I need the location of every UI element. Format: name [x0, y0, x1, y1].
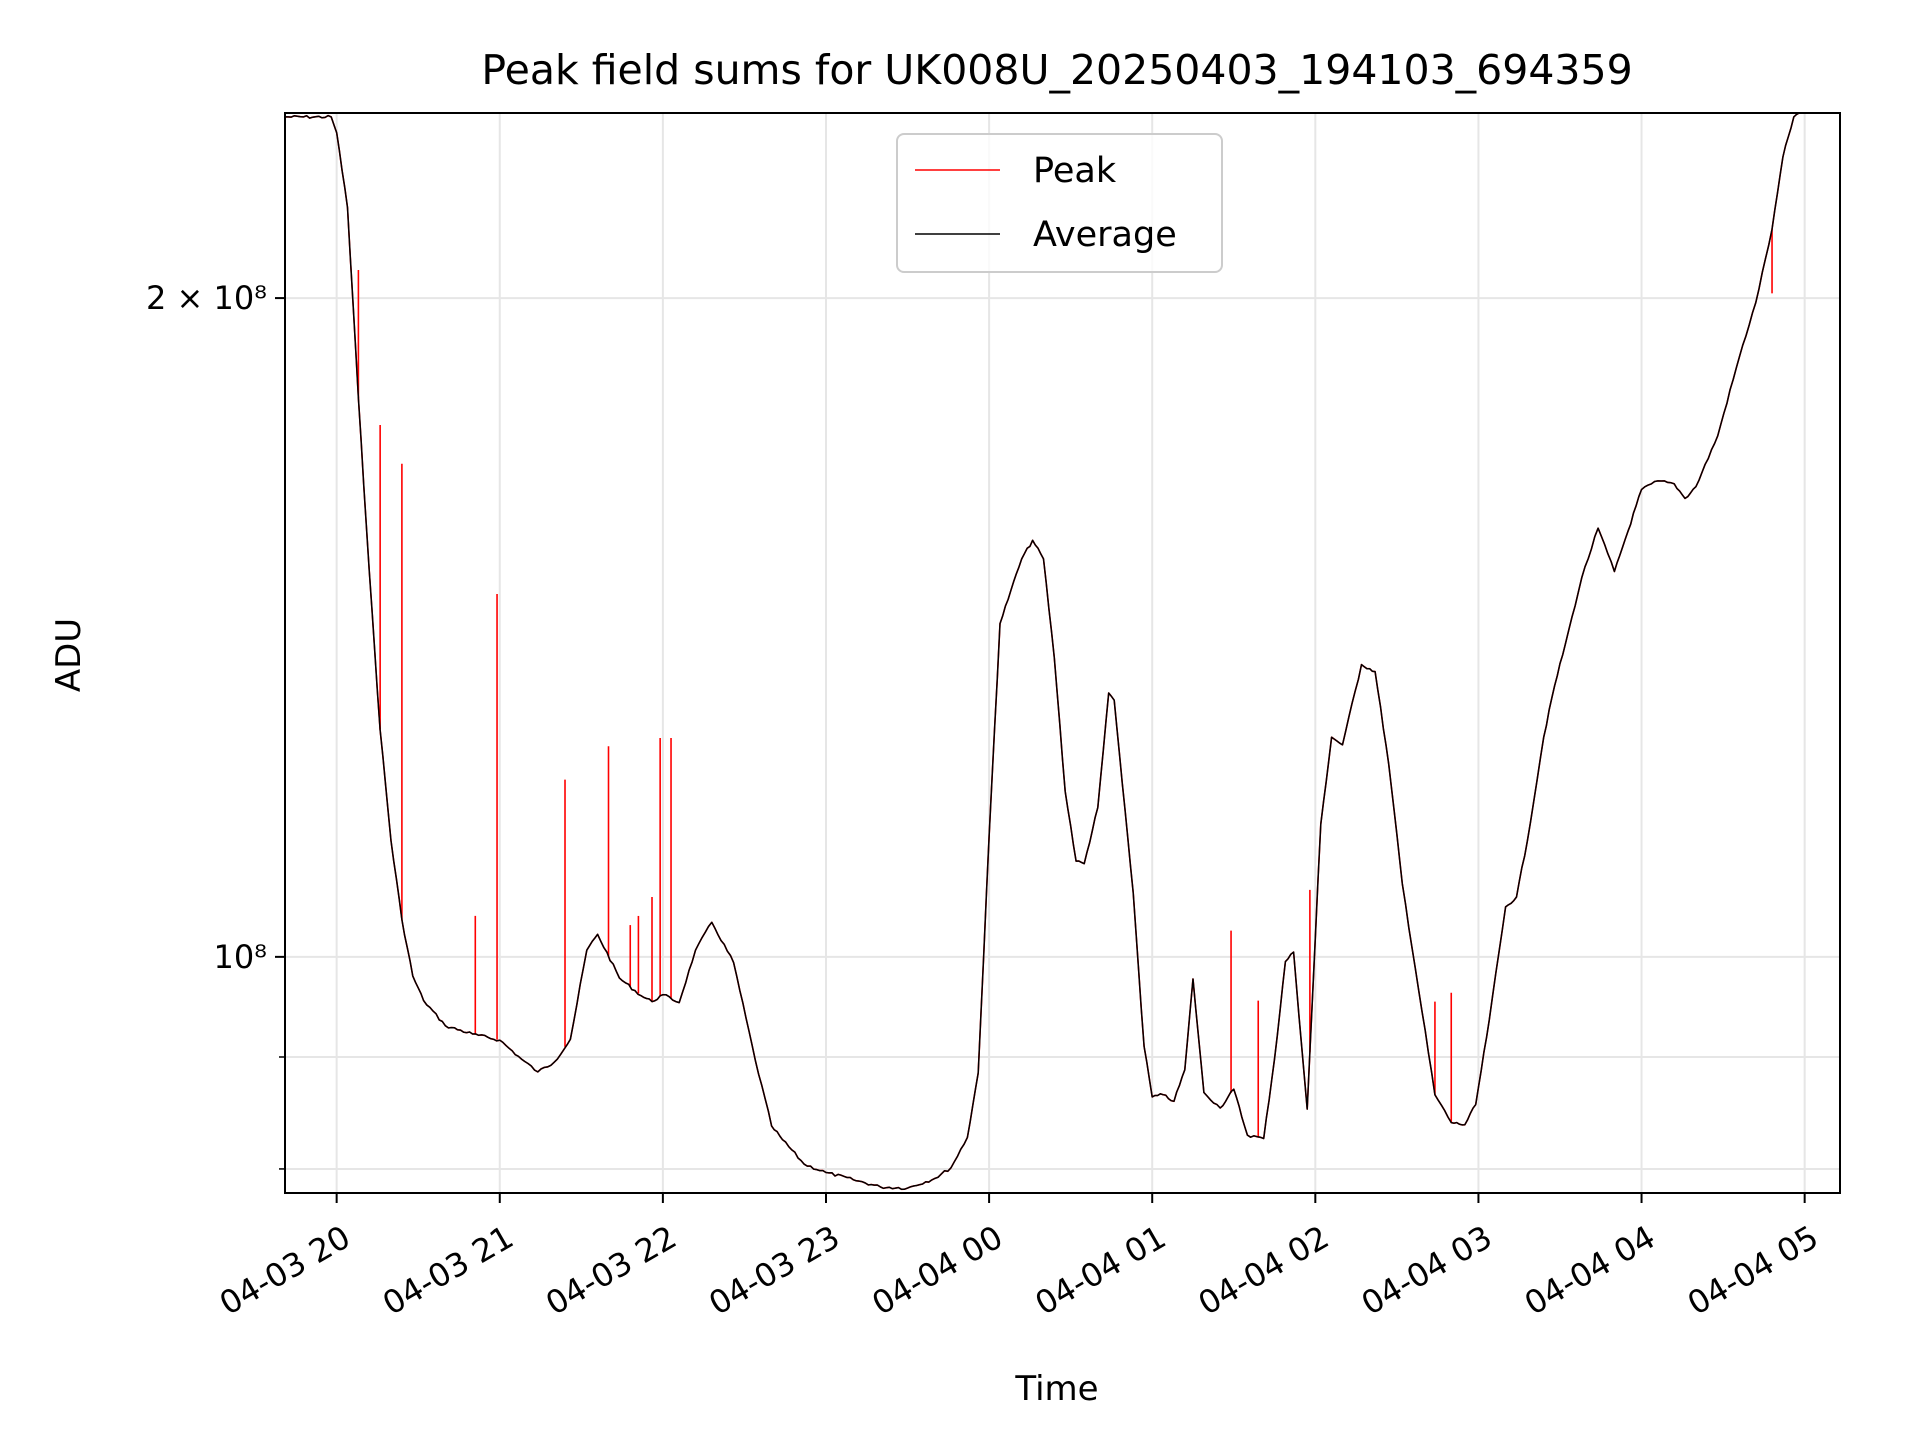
- grid-lines: [285, 113, 1840, 1193]
- legend-box: [896, 133, 1223, 273]
- legend-label-average: Average: [1033, 215, 1177, 255]
- legend-label-peak: Peak: [1033, 151, 1117, 191]
- series-average-line: [285, 113, 1800, 1191]
- y-axis-label: ADU: [49, 618, 89, 692]
- legend: Peak Average: [896, 133, 1223, 273]
- y-tick-label: 10⁸: [213, 938, 267, 976]
- plot-frame: [284, 112, 1841, 1194]
- y-tick-label: 2 × 10⁸: [146, 279, 267, 317]
- plot-lines: [285, 113, 1800, 1191]
- x-axis-label: Time: [1014, 1369, 1098, 1409]
- chart-title: Peak field sums for UK008U_20250403_1941…: [481, 46, 1632, 94]
